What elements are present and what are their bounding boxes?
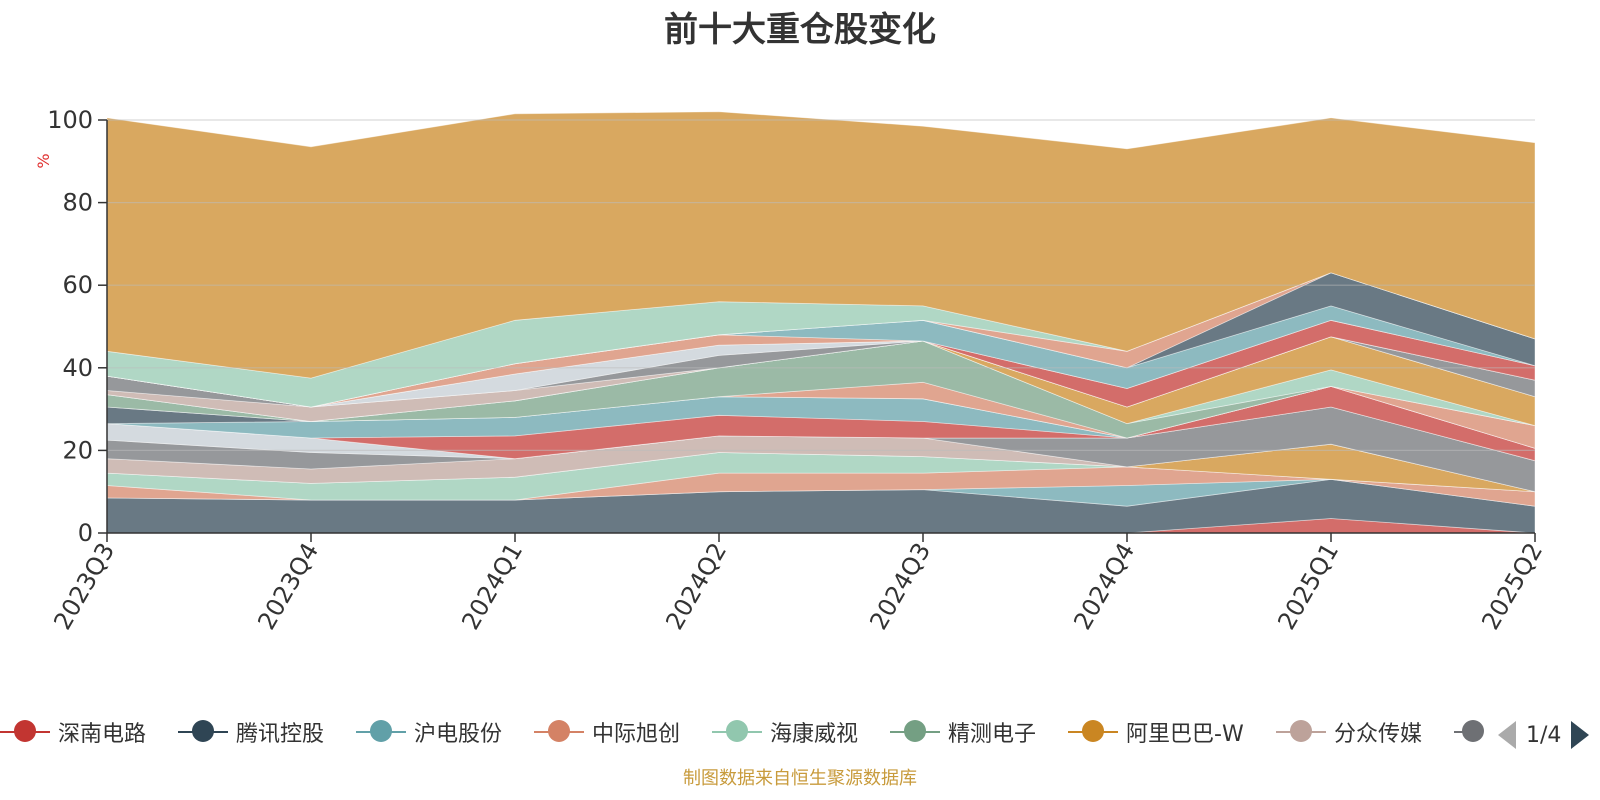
pager-text: 1/4	[1526, 722, 1562, 748]
x-tick-label: 2025Q1	[1272, 538, 1344, 634]
y-tick-label: 80	[62, 189, 93, 217]
legend-item[interactable]: 深南电路	[0, 712, 146, 752]
legend-label: 分众传媒	[1334, 722, 1423, 747]
legend-item[interactable]: 分众传媒	[1276, 712, 1422, 752]
gridlines	[107, 119, 1535, 451]
legend-label: 腾讯控股	[236, 722, 325, 747]
legend-item[interactable]: 阿里巴巴-W	[1068, 712, 1244, 752]
legend-dot-icon	[726, 720, 748, 742]
legend-item[interactable]: 沪电股份	[356, 712, 502, 752]
legend-marker-icon	[712, 720, 762, 742]
x-tick-label: 2023Q4	[252, 538, 324, 634]
legend-item[interactable]	[1454, 712, 1484, 752]
legend-label: 深南电路	[58, 722, 147, 747]
pager-next-icon[interactable]	[1571, 721, 1590, 749]
legend-label: 海康威视	[770, 722, 859, 747]
legend-marker-icon	[890, 720, 940, 742]
y-tick-label: 100	[47, 106, 93, 134]
x-tick-label: 2024Q2	[660, 538, 732, 634]
x-tick-label: 2023Q3	[48, 538, 120, 634]
legend-marker-icon	[534, 720, 584, 742]
y-axis-label: %	[34, 153, 53, 168]
legend-dot-icon	[14, 720, 36, 742]
legend-dot-icon	[904, 720, 926, 742]
legend-label: 沪电股份	[414, 722, 503, 747]
y-tick-label: 20	[62, 436, 93, 464]
legend-dot-icon	[1082, 720, 1104, 742]
legend-marker-icon	[356, 720, 406, 742]
legend-marker-icon	[1276, 720, 1326, 742]
legend-marker-icon	[178, 720, 228, 742]
legend-dot-icon	[1462, 720, 1484, 742]
legend-item[interactable]: 精测电子	[890, 712, 1036, 752]
legend-dot-icon	[192, 720, 214, 742]
source-note: 制图数据来自恒生聚源数据库	[683, 768, 917, 789]
area-chart: 0 20 40 60 80 100% 2023Q3 2023Q4 2024Q1 2024Q2 202…	[34, 106, 1548, 634]
x-tick-label: 2024Q4	[1068, 538, 1140, 634]
legend-item[interactable]: 腾讯控股	[178, 712, 324, 752]
legend-pager: 1/4	[1498, 718, 1590, 752]
legend: 深南电路 腾讯控股 沪电股份 中际旭创 海康威视 精测电子 阿里巴巴-W 分众传媒	[0, 712, 1600, 752]
legend-dot-icon	[370, 720, 392, 742]
legend-label: 中际旭创	[592, 722, 681, 747]
area-series-25	[106, 111, 1536, 379]
legend-marker-icon	[0, 720, 50, 742]
legend-marker-icon	[1068, 720, 1118, 742]
legend-item[interactable]: 中际旭创	[534, 712, 680, 752]
y-tick-label: 40	[62, 354, 93, 382]
legend-dot-icon	[548, 720, 570, 742]
area-series-layer	[106, 111, 1536, 534]
legend-item[interactable]: 海康威视	[712, 712, 858, 752]
chart-title: 前十大重仓股变化	[664, 10, 936, 50]
legend-dot-icon	[1290, 720, 1312, 742]
y-tick-label: 0	[78, 519, 93, 547]
legend-marker-icon	[1454, 720, 1484, 742]
legend-label: 精测电子	[948, 722, 1037, 747]
x-tick-label: 2024Q1	[456, 538, 528, 634]
y-tick-label: 60	[62, 271, 93, 299]
legend-label: 阿里巴巴-W	[1126, 722, 1244, 747]
pager-prev-icon[interactable]	[1498, 721, 1516, 749]
x-tick-label: 2024Q3	[864, 538, 936, 634]
x-tick-label: 2025Q2	[1476, 538, 1548, 634]
